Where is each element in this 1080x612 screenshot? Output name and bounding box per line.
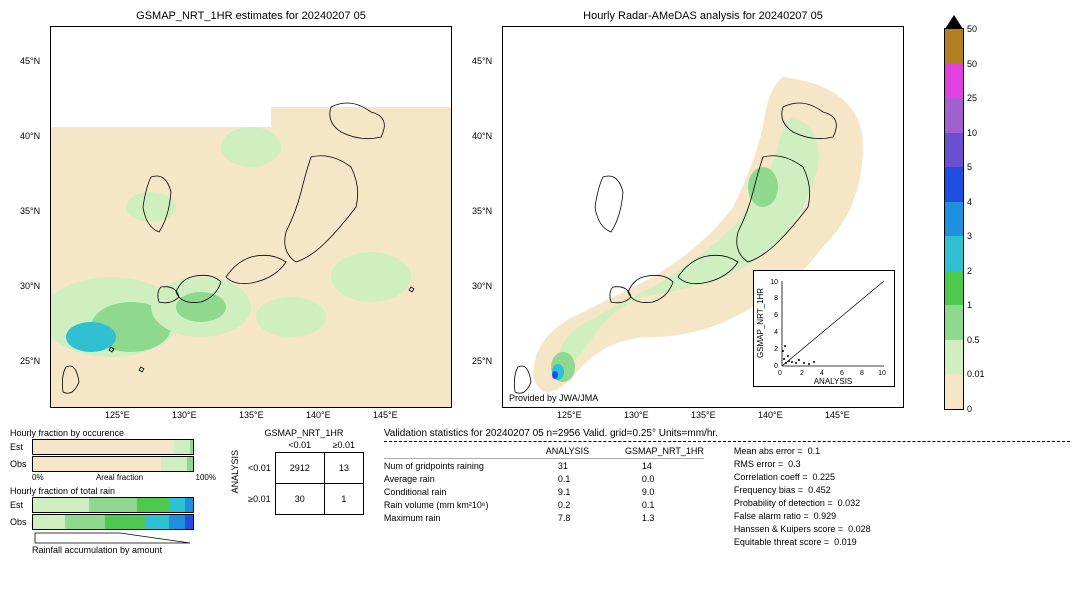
row-h1: ≥0.01 <box>244 484 275 515</box>
cell-01: 13 <box>324 453 363 484</box>
ytick: 40°N <box>20 131 40 141</box>
svg-text:8: 8 <box>860 370 864 377</box>
provided-by: Provided by JWA/JMA <box>509 393 598 403</box>
validation-panel: Validation statistics for 20240207 05 n=… <box>384 428 1070 547</box>
contingency-row-title: ANALYSIS <box>230 450 240 493</box>
contingency-col-title: GSMAP_NRT_1HR <box>244 428 364 438</box>
col-h0: <0.01 <box>275 438 324 453</box>
xtick: 145°E <box>825 410 850 420</box>
svg-text:0: 0 <box>778 370 782 377</box>
cell-00: 2912 <box>275 453 324 484</box>
map-left-panel: GSMAP_NRT_1HR estimates for 20240207 05 <box>50 10 452 408</box>
ytick: 35°N <box>20 206 40 216</box>
svg-text:0: 0 <box>774 363 778 370</box>
cell-10: 30 <box>275 484 324 515</box>
svg-text:4: 4 <box>774 329 778 336</box>
scatter-inset: 0 2 4 6 8 10 0 2 4 6 8 10 ANALYSIS GSMAP… <box>753 270 895 387</box>
xtick: 125°E <box>105 410 130 420</box>
contingency-panel: ANALYSIS GSMAP_NRT_1HR <0.01≥0.01 <0.012… <box>230 428 364 515</box>
axis-100: 100% <box>196 473 216 482</box>
occurrence-title: Hourly fraction by occurence <box>10 428 210 438</box>
row-h0: <0.01 <box>244 453 275 484</box>
ytick: 45°N <box>20 56 40 66</box>
svg-text:6: 6 <box>774 312 778 319</box>
svg-text:10: 10 <box>878 370 886 377</box>
svg-text:2: 2 <box>774 346 778 353</box>
map-left-title: GSMAP_NRT_1HR estimates for 20240207 05 <box>50 10 452 22</box>
xtick: 145°E <box>373 410 398 420</box>
axis-0: 0% <box>32 473 44 482</box>
xtick: 135°E <box>691 410 716 420</box>
ytick: 35°N <box>472 206 492 216</box>
svg-text:6: 6 <box>840 370 844 377</box>
ytick: 30°N <box>472 281 492 291</box>
validation-title: Validation statistics for 20240207 05 n=… <box>384 428 1070 442</box>
svg-text:2: 2 <box>800 370 804 377</box>
ytick: 25°N <box>20 356 40 366</box>
xtick: 135°E <box>239 410 264 420</box>
totalrain-title: Hourly fraction of total rain <box>10 486 210 496</box>
val-hdr-b: GSMAP_NRT_1HR <box>625 446 704 456</box>
xtick: 140°E <box>758 410 783 420</box>
fraction-panel: Hourly fraction by occurence EstObs 0% A… <box>10 428 210 555</box>
ytick: 25°N <box>472 356 492 366</box>
svg-text:4: 4 <box>820 370 824 377</box>
axis-mid: Areal fraction <box>96 473 143 482</box>
map-right: Provided by JWA/JMA <box>502 26 904 408</box>
col-h1: ≥0.01 <box>324 438 363 453</box>
scatter-xlabel: ANALYSIS <box>814 377 853 386</box>
contingency-table: <0.01≥0.01 <0.01291213 ≥0.01301 <box>244 438 364 515</box>
cell-11: 1 <box>324 484 363 515</box>
scatter-ylabel: GSMAP_NRT_1HR <box>756 288 765 358</box>
svg-text:10: 10 <box>770 279 778 286</box>
ytick: 30°N <box>20 281 40 291</box>
colorbar: 00.010.51234510255050 <box>924 28 964 410</box>
svg-text:8: 8 <box>774 295 778 302</box>
map-right-panel: Hourly Radar-AMeDAS analysis for 2024020… <box>502 10 904 408</box>
totalrain-footer: Rainfall accumulation by amount <box>32 545 210 555</box>
xtick: 140°E <box>306 410 331 420</box>
map-left <box>50 26 452 408</box>
ytick: 45°N <box>472 56 492 66</box>
val-hdr-a: ANALYSIS <box>546 446 601 456</box>
ytick: 40°N <box>472 131 492 141</box>
xtick: 130°E <box>624 410 649 420</box>
map-right-title: Hourly Radar-AMeDAS analysis for 2024020… <box>502 10 904 22</box>
xtick: 125°E <box>557 410 582 420</box>
xtick: 130°E <box>172 410 197 420</box>
